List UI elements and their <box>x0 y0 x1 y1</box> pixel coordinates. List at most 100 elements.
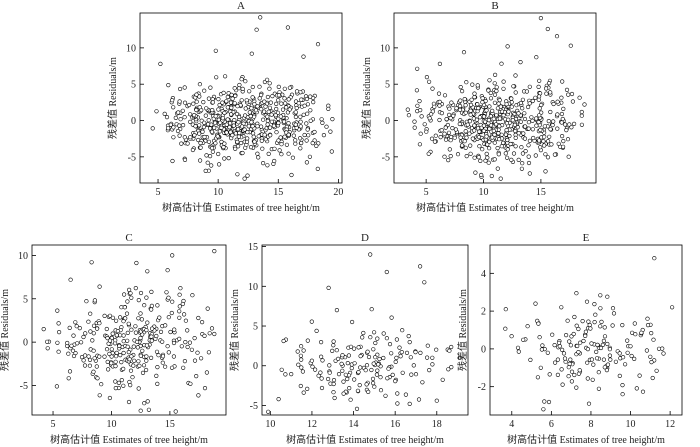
data-point <box>397 345 402 350</box>
data-point <box>261 161 266 166</box>
data-point <box>220 100 225 105</box>
data-point <box>601 338 607 344</box>
data-point <box>607 353 613 358</box>
data-point <box>222 110 227 115</box>
data-point <box>356 345 361 350</box>
data-point <box>481 123 487 128</box>
data-point <box>366 354 372 360</box>
data-point <box>503 307 508 312</box>
data-point <box>536 138 542 143</box>
data-point <box>413 350 418 355</box>
data-point <box>286 121 291 126</box>
plot-frame <box>261 244 469 416</box>
data-point <box>458 98 463 103</box>
data-point <box>403 392 409 397</box>
data-point <box>650 375 655 381</box>
data-point <box>617 351 622 356</box>
data-point <box>326 285 331 291</box>
data-point <box>173 115 178 120</box>
data-point <box>602 325 607 330</box>
data-point <box>460 88 465 94</box>
data-point <box>480 96 485 101</box>
data-point <box>89 260 94 265</box>
data-point <box>510 118 515 123</box>
data-point <box>282 96 287 101</box>
data-point <box>128 368 134 373</box>
data-point <box>521 131 526 136</box>
data-point <box>569 369 575 374</box>
x-tick-label: 18 <box>432 419 442 430</box>
data-point <box>434 347 439 352</box>
data-point <box>177 133 182 138</box>
data-point <box>462 96 467 102</box>
data-point <box>187 102 192 108</box>
data-point <box>284 105 289 110</box>
data-point <box>222 156 227 161</box>
data-point <box>588 326 593 331</box>
data-point <box>95 376 100 381</box>
data-point <box>519 166 525 171</box>
data-point <box>564 87 570 92</box>
data-point <box>216 107 221 112</box>
data-point <box>204 153 209 158</box>
data-point <box>536 97 541 102</box>
data-point <box>171 105 176 110</box>
data-point <box>559 120 564 125</box>
data-point <box>515 125 520 130</box>
data-point <box>492 157 497 162</box>
data-point <box>232 86 237 91</box>
data-point <box>118 353 123 358</box>
data-point <box>107 313 113 318</box>
x-axis-label: 树高估计值 Estimates of tree height/m <box>162 201 320 214</box>
data-point <box>233 131 238 136</box>
y-tick-label: -2 <box>478 382 486 393</box>
data-point <box>266 409 271 414</box>
data-point <box>78 340 84 345</box>
data-point <box>448 115 453 121</box>
data-point <box>195 350 200 355</box>
data-point <box>155 381 160 387</box>
data-point <box>387 342 393 347</box>
data-point <box>293 141 298 146</box>
data-point <box>217 102 222 108</box>
data-point <box>443 125 448 130</box>
data-point <box>166 126 171 131</box>
data-point <box>97 321 102 326</box>
data-point <box>576 371 582 376</box>
data-point <box>188 112 193 117</box>
data-point <box>548 109 553 115</box>
data-point <box>639 330 644 335</box>
data-point <box>113 338 118 343</box>
data-point <box>236 134 241 139</box>
data-point <box>585 347 591 352</box>
data-point <box>513 73 518 78</box>
data-point <box>194 374 199 379</box>
data-point <box>331 378 337 383</box>
data-point <box>412 125 417 130</box>
data-point <box>282 86 287 91</box>
data-point <box>131 344 136 349</box>
data-point <box>94 364 99 369</box>
data-point <box>202 134 207 140</box>
data-point <box>212 331 217 337</box>
data-point <box>114 350 119 356</box>
data-point <box>66 376 71 381</box>
y-axis-label: 残差值 Residuals/m <box>106 57 119 139</box>
data-point <box>282 134 287 139</box>
data-point <box>305 127 310 132</box>
data-point <box>274 106 279 112</box>
data-point <box>516 349 521 354</box>
data-point <box>144 295 149 300</box>
data-point <box>233 146 238 151</box>
data-point <box>357 383 362 388</box>
data-point <box>221 90 226 95</box>
data-point <box>168 122 173 127</box>
data-point <box>622 362 628 367</box>
data-point <box>206 122 211 127</box>
data-point <box>589 357 595 362</box>
data-point <box>485 155 490 160</box>
data-point <box>637 373 642 378</box>
panel-E: E 4 6 8 10 12 -2 0 2 4 树高估计值 Estimates of tree hei… <box>456 232 683 446</box>
data-point <box>56 349 61 354</box>
data-point <box>501 79 506 84</box>
